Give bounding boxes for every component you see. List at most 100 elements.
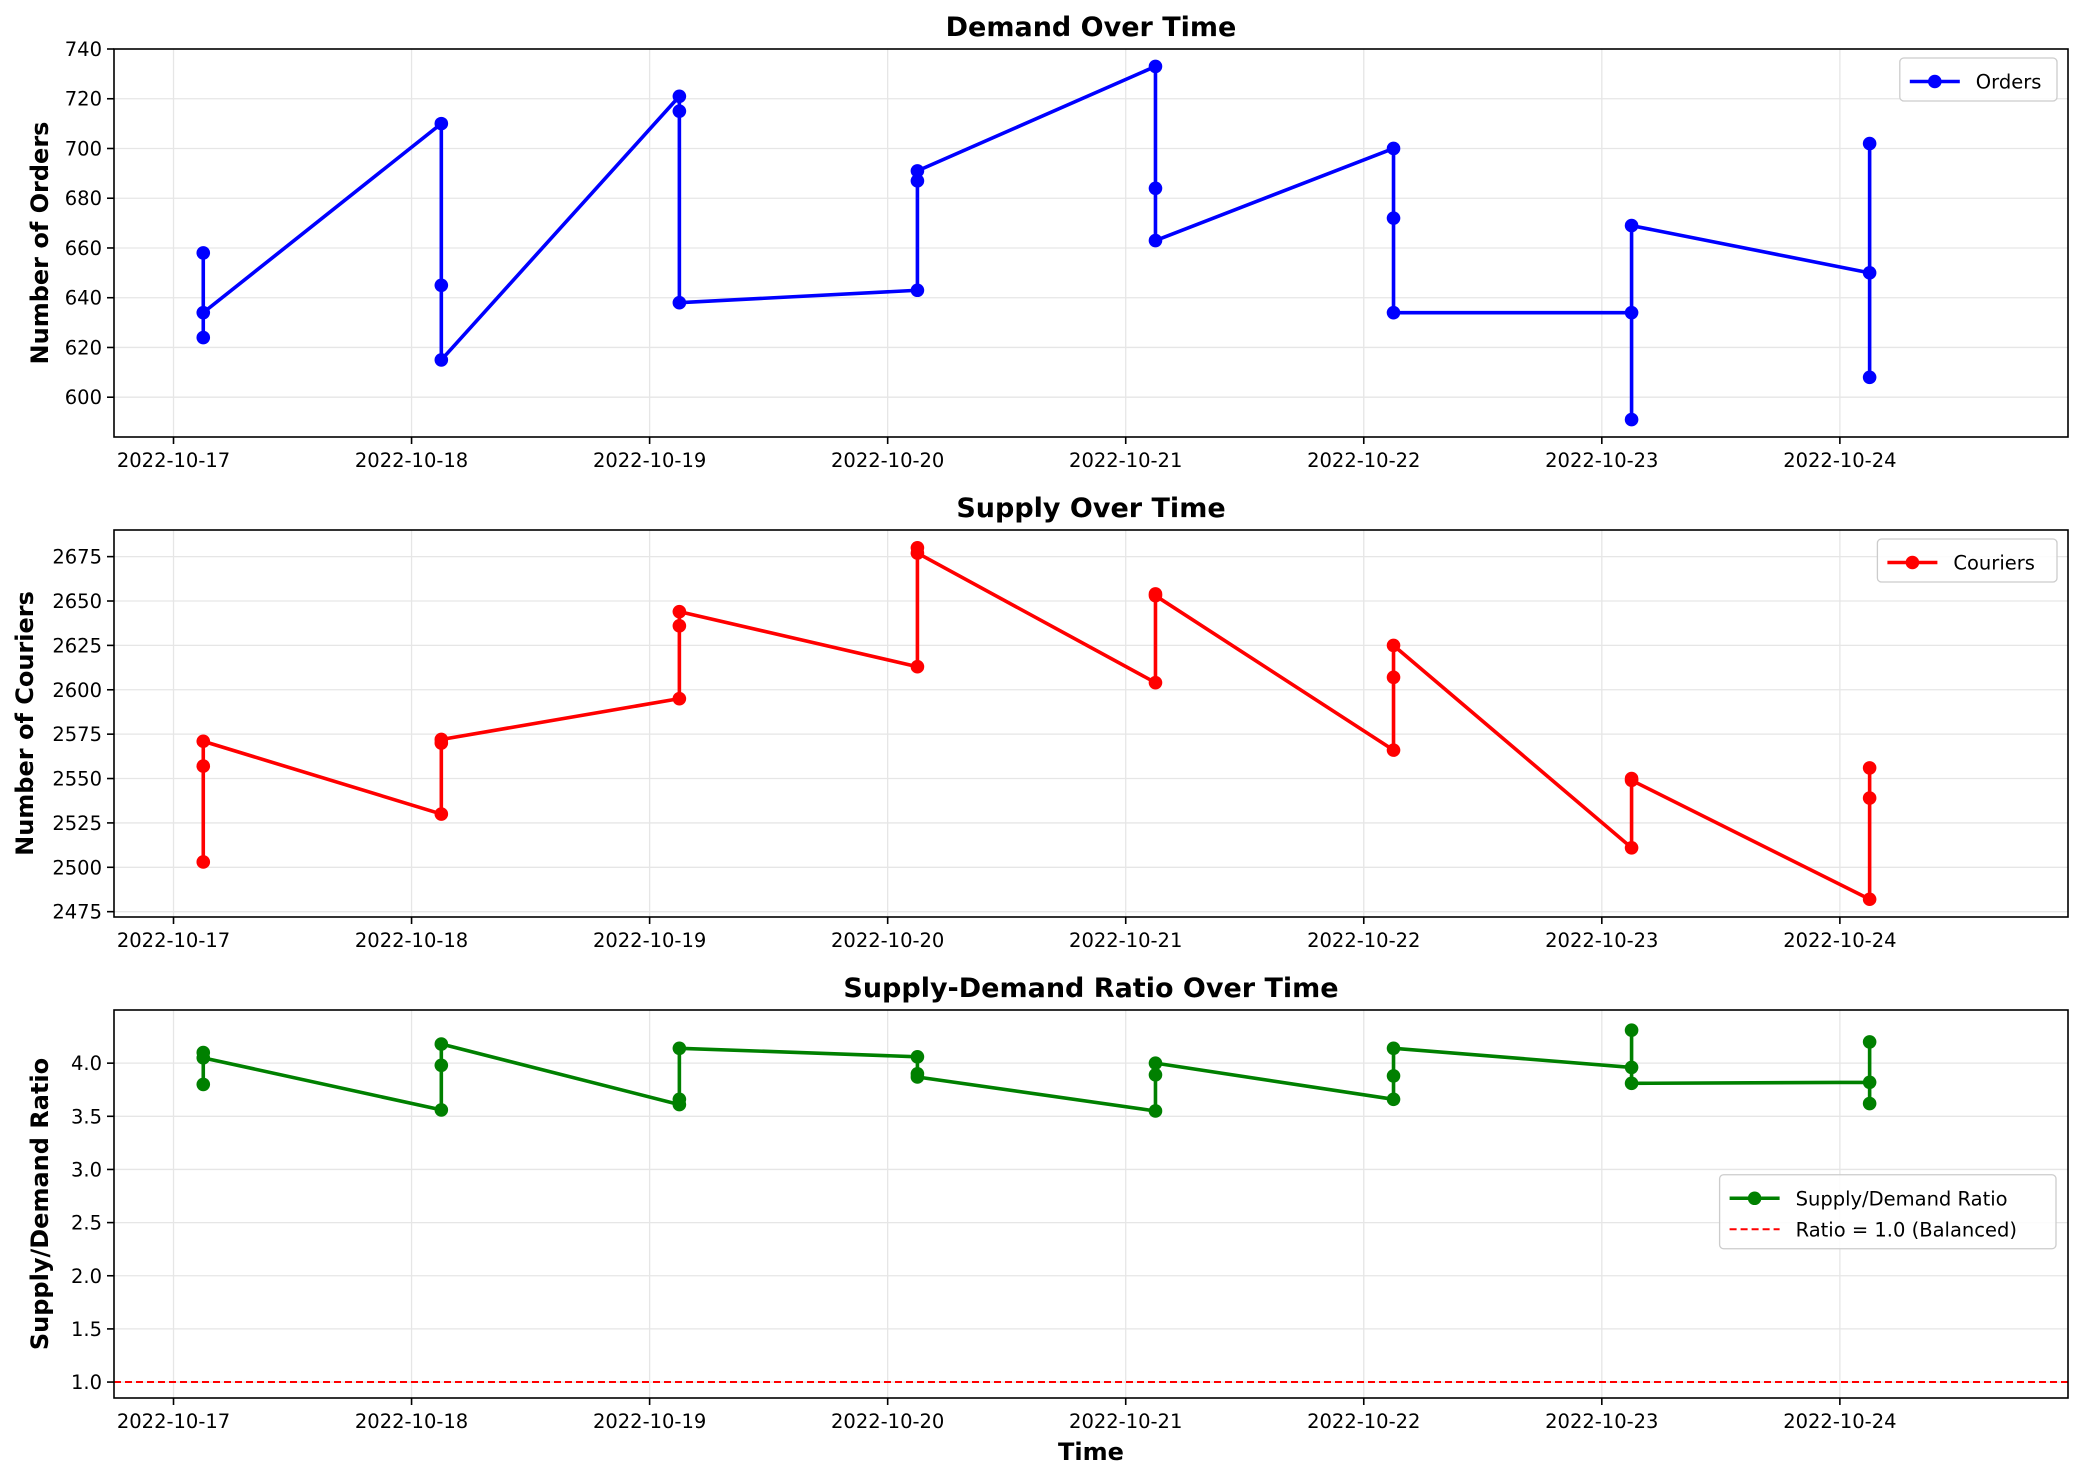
- legend: Orders: [1899, 57, 2058, 102]
- y-tick-label: 740: [65, 38, 102, 61]
- data-point: [1624, 773, 1639, 788]
- data-point: [1624, 218, 1639, 233]
- legend-label: Supply/Demand Ratio: [1796, 1187, 2008, 1210]
- data-point: [672, 619, 687, 633]
- x-tick-label: 2022-10-24: [1783, 929, 1896, 952]
- data-point: [1624, 1023, 1639, 1037]
- plot-frame: [113, 1009, 2069, 1399]
- x-tick-label: 2022-10-24: [1783, 449, 1896, 472]
- data-point: [1386, 743, 1401, 757]
- legend-label: Couriers: [1953, 552, 2035, 575]
- data-point: [196, 855, 211, 869]
- series-line: [201, 64, 1872, 422]
- data-point: [672, 604, 687, 619]
- x-tick-label: 2022-10-23: [1545, 929, 1658, 952]
- data-point: [196, 330, 211, 345]
- data-point: [910, 174, 925, 188]
- data-point: [1148, 181, 1163, 196]
- y-tick-label: 720: [65, 88, 102, 111]
- series-line: [201, 1028, 1872, 1113]
- legend-box: [1876, 538, 2058, 583]
- data-point: [672, 1041, 687, 1056]
- y-tick-label: 680: [65, 187, 102, 210]
- data-point: [1624, 1060, 1639, 1075]
- data-point: [910, 659, 925, 674]
- x-tick-label: 2022-10-17: [117, 1410, 230, 1433]
- data-point: [1862, 136, 1877, 151]
- chart-title: Demand Over Time: [946, 12, 1237, 43]
- legend-marker: [1928, 74, 1942, 89]
- data-point: [1624, 1076, 1639, 1091]
- data-point: [910, 164, 925, 178]
- legend-label: Ratio = 1.0 (Balanced): [1796, 1218, 2017, 1241]
- data-point: [1624, 840, 1639, 855]
- x-tick-label: 2022-10-23: [1545, 449, 1658, 472]
- data-point: [1386, 1092, 1401, 1107]
- data-point: [672, 104, 687, 118]
- y-tick-label: 2525: [52, 812, 102, 835]
- data-point: [1386, 1069, 1401, 1083]
- data-point: [672, 89, 687, 104]
- data-point: [910, 1049, 925, 1064]
- data-point: [434, 353, 449, 367]
- x-tick-label: 2022-10-20: [831, 929, 944, 952]
- data-point: [672, 691, 687, 706]
- y-tick-label: 2650: [52, 590, 102, 613]
- legend: Supply/Demand Ratio Ratio = 1.0 (Balanced…: [1718, 1174, 2057, 1250]
- data-point: [1148, 675, 1163, 690]
- y-tick-label: 2.0: [71, 1265, 102, 1288]
- y-tick-label: 1.5: [71, 1318, 102, 1341]
- x-tick-label: 2022-10-24: [1783, 1410, 1896, 1433]
- data-point: [196, 1077, 211, 1092]
- y-tick-label: 4.0: [71, 1052, 102, 1075]
- x-tick-label: 2022-10-21: [1069, 449, 1182, 472]
- data-point: [434, 1103, 449, 1117]
- x-tick-label: 2022-10-17: [117, 449, 230, 472]
- x-tick-label: 2022-10-23: [1545, 1410, 1658, 1433]
- x-tick-label: 2022-10-18: [355, 449, 468, 472]
- x-tick-label: 2022-10-21: [1069, 929, 1182, 952]
- y-tick-label: 620: [65, 336, 102, 359]
- x-tick-label: 2022-10-17: [117, 929, 230, 952]
- data-point: [196, 246, 211, 260]
- y-tick-label: 660: [65, 237, 102, 260]
- y-axis-label: Supply/Demand Ratio: [26, 1058, 54, 1350]
- y-tick-label: 3.0: [71, 1158, 102, 1181]
- data-point: [910, 546, 925, 560]
- y-tick-label: 2500: [52, 856, 102, 879]
- data-point: [1624, 412, 1639, 427]
- data-point: [434, 1058, 449, 1073]
- data-point: [1148, 233, 1163, 248]
- data-point: [196, 759, 211, 773]
- demand-chart: 2022-10-17 2022-10-18 2022-10-19 2022-10-20…: [26, 12, 2069, 472]
- data-point: [434, 116, 449, 131]
- data-point: [1862, 266, 1877, 280]
- y-tick-label: 3.5: [71, 1105, 102, 1128]
- x-tick-label: 2022-10-22: [1307, 1410, 1420, 1433]
- chart-title: Supply-Demand Ratio Over Time: [843, 973, 1338, 1004]
- data-point: [1386, 670, 1401, 685]
- plot-frame: [113, 48, 2069, 438]
- data-point: [1386, 638, 1401, 653]
- x-tick-label: 2022-10-22: [1307, 449, 1420, 472]
- y-tick-label: 640: [65, 287, 102, 310]
- y-tick-label: 600: [65, 386, 102, 409]
- data-point: [1148, 588, 1163, 603]
- data-point: [434, 732, 449, 747]
- data-point: [196, 305, 211, 320]
- data-point: [1386, 211, 1401, 225]
- y-tick-label: 2625: [52, 634, 102, 657]
- x-tick-label: 2022-10-21: [1069, 1410, 1182, 1433]
- data-point: [1862, 370, 1877, 385]
- data-point: [1862, 761, 1877, 775]
- y-tick-label: 2475: [52, 901, 102, 924]
- data-point: [434, 1037, 449, 1051]
- data-point: [434, 807, 449, 821]
- data-point: [434, 278, 449, 293]
- data-point: [1862, 791, 1877, 805]
- y-tick-label: 1.0: [71, 1371, 102, 1394]
- x-tick-label: 2022-10-19: [593, 449, 706, 472]
- data-point: [196, 734, 211, 749]
- data-point: [1862, 1096, 1877, 1111]
